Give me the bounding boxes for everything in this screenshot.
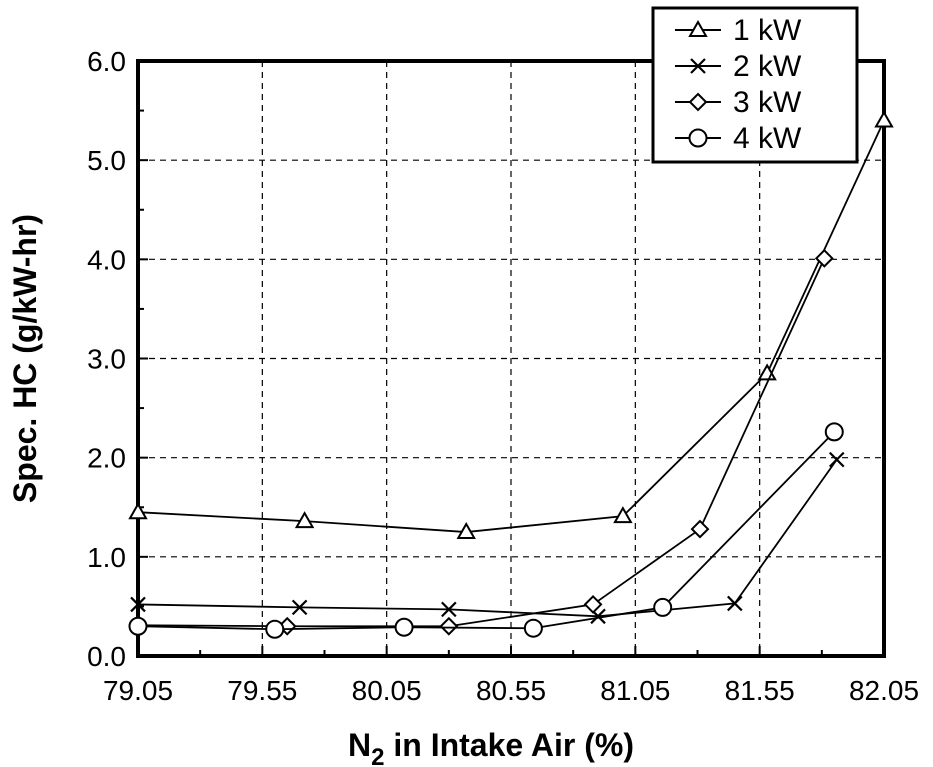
triangle-marker: [874, 110, 894, 128]
x-tick-label: 80.55: [476, 675, 546, 706]
y-tick-label: 4.0: [87, 244, 126, 275]
x-marker-stroke: [441, 601, 457, 618]
x-axis-title-main: N: [348, 727, 371, 763]
triangle-marker: [294, 511, 315, 529]
y-axis-title: Spec. HC (g/kW-hr): [7, 214, 43, 503]
legend-label: 2 kW: [733, 50, 802, 83]
legend-box: [651, 6, 859, 164]
legend-label: 3 kW: [733, 86, 802, 119]
diamond-marker: [583, 595, 603, 614]
series-2: [130, 451, 845, 625]
circle-marker: [523, 618, 543, 638]
x-marker-stroke: [130, 596, 146, 613]
axis-titles: Spec. HC (g/kW-hr) N2 in Intake Air (%): [7, 214, 634, 767]
circle-marker: [128, 616, 148, 636]
y-tick-label: 5.0: [87, 145, 126, 176]
series-line: [137, 120, 885, 533]
series-3: [128, 248, 834, 636]
x-marker: [727, 595, 743, 612]
x-marker-stroke: [590, 608, 606, 625]
x-marker: [690, 58, 706, 74]
circle-marker: [824, 422, 844, 442]
x-marker: [441, 601, 457, 618]
y-tick-label: 0.0: [87, 641, 126, 672]
series-4: [128, 422, 844, 639]
triangle-marker: [456, 522, 476, 540]
x-tick-label: 79.55: [227, 675, 297, 706]
circle-marker: [265, 619, 285, 639]
triangle-marker: [128, 502, 148, 520]
x-marker: [291, 599, 308, 616]
x-marker-stroke: [291, 599, 308, 616]
series-layer: [128, 110, 894, 639]
x-axis-title: N2 in Intake Air (%): [348, 727, 634, 767]
axes: 0.0 1.0 2.0 3.0 4.0 5.0 6.0 79.05 79.55 80.05 80.5…: [87, 46, 919, 706]
circle-marker: [653, 597, 673, 617]
y-tick-label: 1.0: [87, 542, 126, 573]
circle-marker: [394, 617, 414, 637]
triangle-marker: [688, 19, 708, 37]
diamond-marker: [439, 616, 459, 636]
x-tick-label: 81.05: [600, 675, 670, 706]
series-line: [137, 257, 826, 628]
x-marker-stroke: [727, 595, 743, 612]
x-tick-label: 80.05: [352, 675, 422, 706]
x-tick-label: 82.05: [849, 675, 919, 706]
circle-marker: [688, 128, 708, 148]
legend-label: 4 kW: [733, 122, 802, 155]
x-marker-stroke: [690, 58, 706, 74]
diamond-marker: [814, 248, 834, 268]
y-tick-label: 2.0: [87, 443, 126, 474]
y-tick-label: 3.0: [87, 344, 126, 375]
x-marker: [828, 451, 845, 468]
x-axis-title-rest: in Intake Air (%): [384, 727, 634, 763]
legend-label: 1 kW: [733, 14, 802, 47]
legend: 1 kW2 kW3 kW4 kW: [651, 6, 859, 164]
series-line: [137, 431, 835, 631]
y-tick-label: 6.0: [87, 46, 126, 77]
series-line: [137, 459, 838, 618]
x-tick-label: 81.55: [725, 675, 795, 706]
x-marker-stroke: [828, 451, 845, 468]
diamond-marker: [688, 92, 708, 112]
triangle-marker: [613, 506, 633, 524]
x-axis-title-subscript: 2: [371, 744, 384, 767]
x-tick-label: 79.05: [103, 675, 173, 706]
diamond-marker: [690, 519, 710, 539]
x-marker: [130, 596, 146, 613]
